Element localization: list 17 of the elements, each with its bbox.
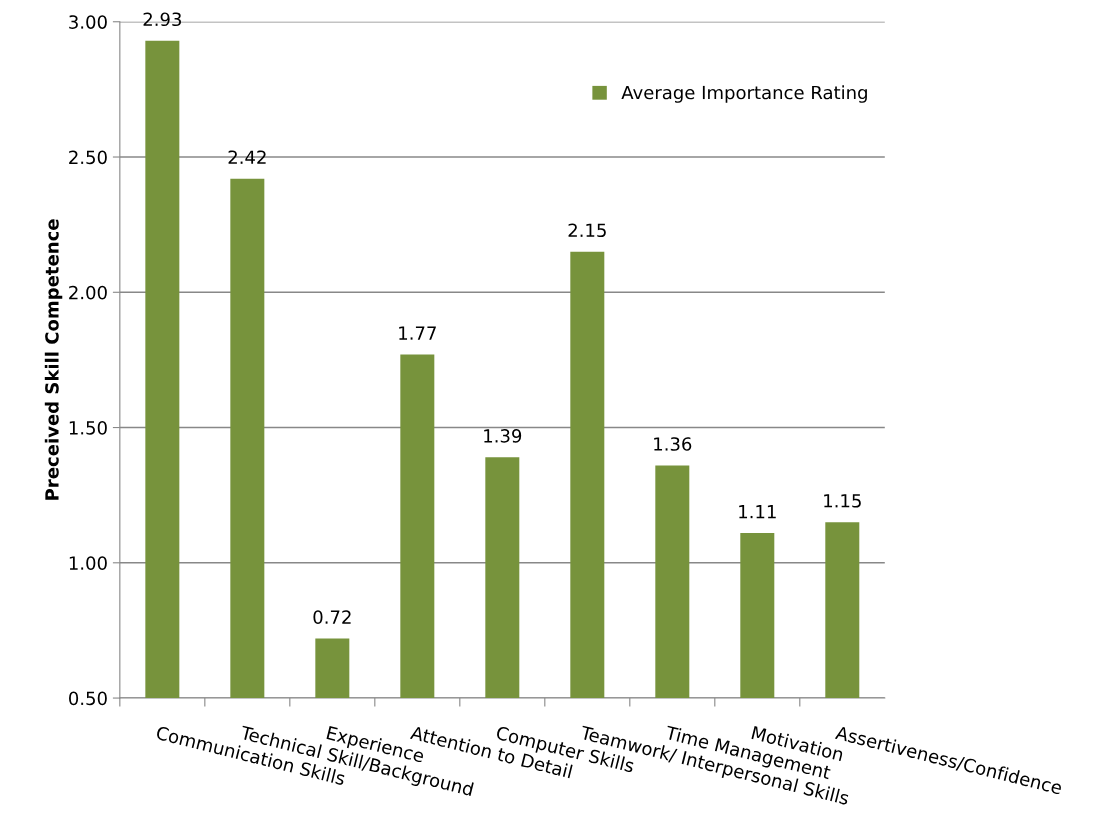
y-tick-label: 3.00: [69, 15, 107, 29]
y-tick-label: 0.50: [69, 691, 107, 706]
data-label: 2.93: [143, 12, 181, 27]
y-tick-label: 2.00: [69, 285, 107, 300]
data-label: 2.15: [568, 223, 606, 238]
data-label: 2.42: [228, 150, 266, 164]
y-tick-label: 1.00: [69, 556, 107, 570]
data-label: 1.77: [399, 326, 436, 340]
data-label: 1.39: [484, 429, 522, 443]
y-tick-label: 2.50: [69, 150, 107, 165]
data-label: 1.11: [739, 505, 776, 519]
data-label: 0.72: [313, 610, 351, 624]
y-axis-title: Preceived Skill Competence: [44, 219, 63, 500]
data-label: 1.15: [824, 494, 861, 508]
data-label: 1.36: [654, 437, 692, 451]
legend-label: Average Importance Rating: [621, 85, 867, 103]
y-tick-label: 1.50: [69, 421, 107, 435]
